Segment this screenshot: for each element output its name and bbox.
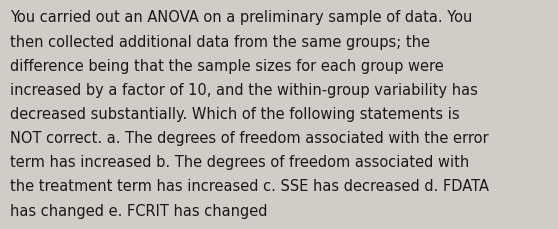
Text: decreased substantially. Which of the following statements is: decreased substantially. Which of the fo… (10, 106, 460, 121)
Text: the treatment term has increased c. SSE has decreased d. FDATA: the treatment term has increased c. SSE … (10, 179, 489, 194)
Text: difference being that the sample sizes for each group were: difference being that the sample sizes f… (10, 58, 444, 73)
Text: NOT correct. a. The degrees of freedom associated with the error: NOT correct. a. The degrees of freedom a… (10, 131, 489, 145)
Text: term has increased b. The degrees of freedom associated with: term has increased b. The degrees of fre… (10, 155, 469, 169)
Text: has changed e. FCRIT has changed: has changed e. FCRIT has changed (10, 203, 267, 218)
Text: then collected additional data from the same groups; the: then collected additional data from the … (10, 34, 430, 49)
Text: You carried out an ANOVA on a preliminary sample of data. You: You carried out an ANOVA on a preliminar… (10, 10, 473, 25)
Text: increased by a factor of 10, and the within-group variability has: increased by a factor of 10, and the wit… (10, 82, 478, 97)
